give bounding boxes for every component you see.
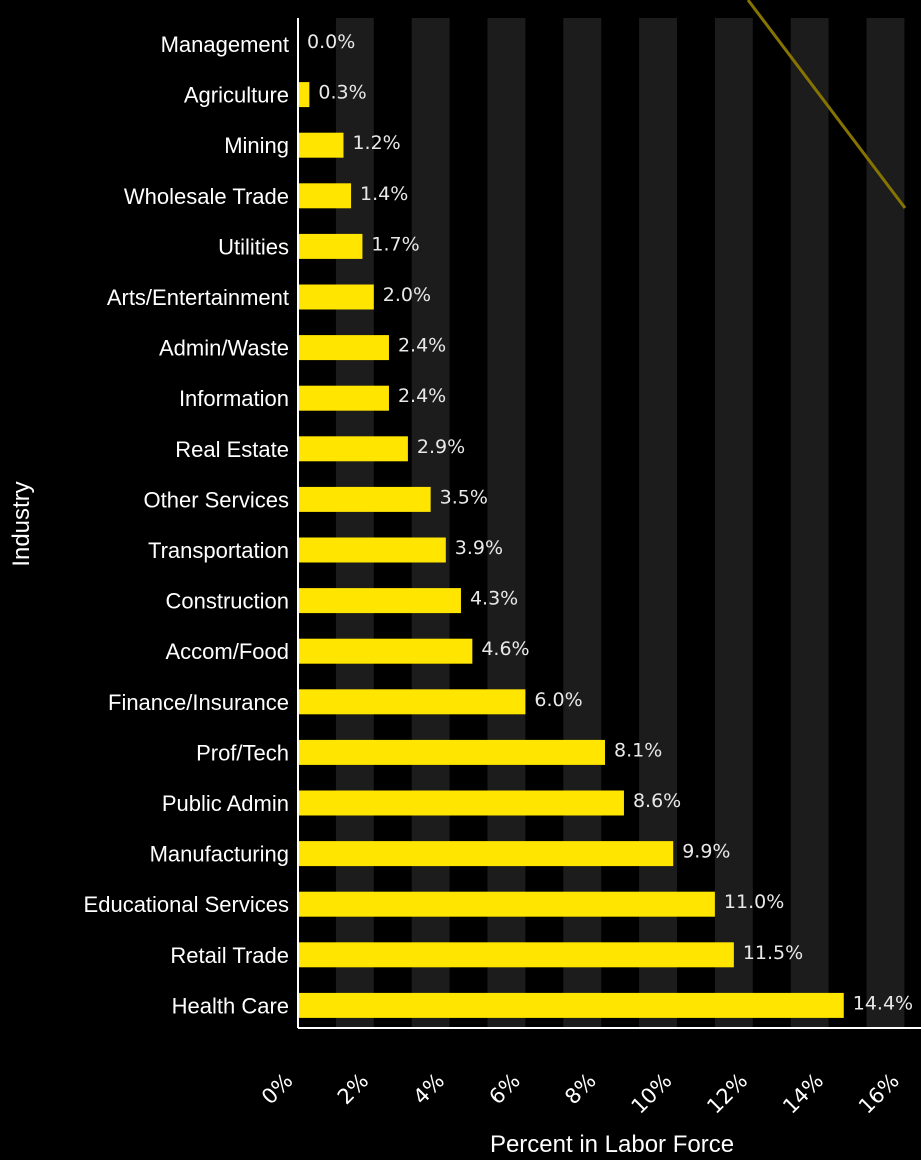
value-label: 1.2%	[352, 132, 400, 154]
value-label: 8.6%	[633, 790, 681, 812]
bar	[298, 537, 446, 563]
value-label: 9.9%	[682, 841, 730, 863]
value-label: 11.0%	[724, 891, 784, 913]
bar	[298, 588, 461, 614]
value-label: 1.4%	[360, 183, 408, 205]
x-tick-label: 6%	[484, 1069, 525, 1110]
value-label: 14.4%	[853, 992, 913, 1014]
trend-line	[746, 0, 907, 209]
value-label: 11.5%	[743, 942, 803, 964]
grid-band	[563, 18, 602, 1028]
category-label: Prof/Tech	[196, 740, 289, 765]
category-label: Agriculture	[184, 83, 289, 108]
value-label: 1.7%	[371, 233, 419, 255]
value-label: 2.4%	[398, 385, 446, 407]
value-label: 2.4%	[398, 335, 446, 357]
category-label: Information	[179, 386, 289, 411]
grid-bands	[335, 18, 905, 1028]
category-label: Finance/Insurance	[108, 690, 289, 715]
bar	[298, 385, 389, 411]
value-label: 0.3%	[318, 82, 366, 104]
bars	[298, 82, 844, 1018]
bar	[298, 183, 352, 209]
bar	[298, 891, 715, 917]
value-label: 0.0%	[307, 31, 355, 53]
category-label: Admin/Waste	[159, 336, 289, 361]
bar	[298, 790, 624, 816]
category-label: Real Estate	[175, 437, 289, 462]
x-tick-label: 12%	[702, 1069, 752, 1119]
x-tick-labels: 0% 2% 4% 6% 8% 10% 12% 14% 16%	[257, 1069, 904, 1119]
grid-band	[790, 18, 829, 1028]
category-label: Manufacturing	[150, 842, 289, 867]
x-axis-title: Percent in Labor Force	[490, 1131, 734, 1158]
x-tick-label: 0%	[257, 1069, 298, 1110]
y-axis-title: Industry	[8, 481, 35, 566]
bar	[298, 739, 605, 765]
x-tick-label: 8%	[560, 1069, 601, 1110]
bar	[298, 992, 844, 1018]
category-label: Wholesale Trade	[124, 184, 289, 209]
value-label: 4.6%	[481, 638, 529, 660]
value-label: 2.9%	[417, 436, 465, 458]
bar	[298, 82, 310, 108]
x-tick-label: 16%	[854, 1069, 904, 1119]
category-label: Management	[161, 32, 289, 57]
bar	[298, 638, 473, 664]
category-labels: Management Agriculture Mining Wholesale Tra…	[84, 32, 289, 1018]
category-label: Accom/Food	[166, 639, 290, 664]
value-label: 3.9%	[455, 537, 503, 559]
category-label: Other Services	[144, 487, 290, 512]
x-tick-label: 2%	[333, 1069, 374, 1110]
value-label: 6.0%	[534, 689, 582, 711]
bar	[298, 233, 363, 259]
category-label: Transportation	[148, 538, 289, 563]
bar	[298, 436, 408, 462]
value-label: 4.3%	[470, 588, 518, 610]
category-label: Mining	[224, 133, 289, 158]
grid-band	[335, 18, 374, 1028]
value-labels: 0.0% 0.3% 1.2% 1.4% 1.7% 2.0% 2.4% 2.4% 2.9% 3.5%…	[307, 31, 913, 1014]
category-label: Health Care	[172, 993, 289, 1018]
category-label: Utilities	[218, 234, 289, 259]
value-label: 3.5%	[440, 486, 488, 508]
bar	[298, 132, 344, 158]
grid-band	[411, 18, 450, 1028]
bar	[298, 841, 674, 867]
value-label: 8.1%	[614, 739, 662, 761]
bar	[298, 284, 374, 310]
x-tick-label: 4%	[409, 1069, 450, 1110]
bar	[298, 942, 734, 968]
category-label: Educational Services	[84, 892, 289, 917]
bar	[298, 689, 526, 715]
category-label: Arts/Entertainment	[107, 285, 289, 310]
bar	[298, 486, 431, 512]
category-label: Construction	[165, 589, 289, 614]
category-label: Retail Trade	[170, 943, 289, 968]
bar	[298, 335, 389, 361]
grid-band	[866, 18, 905, 1028]
grid-band	[714, 18, 753, 1028]
category-label: Public Admin	[162, 791, 289, 816]
x-tick-label: 14%	[778, 1069, 828, 1119]
grid-band	[487, 18, 526, 1028]
x-tick-label: 10%	[627, 1069, 677, 1119]
grid-band	[639, 18, 677, 1028]
value-label: 2.0%	[383, 284, 431, 306]
